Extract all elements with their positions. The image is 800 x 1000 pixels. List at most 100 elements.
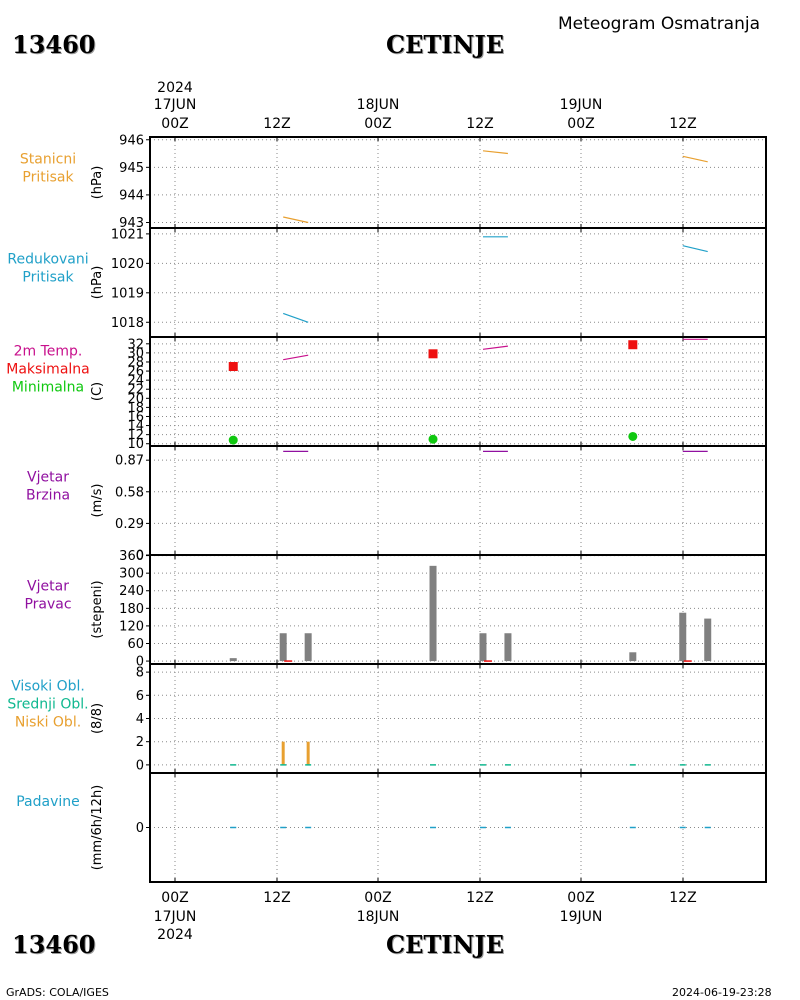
time-axis-tick-bottom: 12Z <box>466 890 493 906</box>
time-axis-tick-top: 00Z <box>364 116 391 132</box>
y-tick-label: 14 <box>127 419 144 434</box>
y-tick-label: 0 <box>136 655 144 670</box>
panel-frame <box>149 227 767 338</box>
panel-label: Maksimalna <box>6 362 90 378</box>
time-axis-tick-top: 00Z <box>161 116 188 132</box>
max-temp-point <box>428 349 438 359</box>
y-tick-label: 18 <box>127 401 144 416</box>
series-line <box>283 216 309 224</box>
y-axis-unit: (C) <box>90 382 105 401</box>
wind-direction-bar <box>279 633 287 662</box>
series-line <box>482 345 508 350</box>
time-axis-tick-top: 12Z <box>466 116 493 132</box>
time-axis-date-bottom: 17JUN <box>154 909 197 925</box>
panel-label: Padavine <box>16 794 80 810</box>
y-tick-label: 1018 <box>111 316 144 331</box>
panel-pressure-station: 943 944 945 946 (hPa) Stanicni Pritisak <box>20 133 767 231</box>
footer-timestamp: 2024-06-19-23:28 <box>672 986 772 999</box>
y-tick-label: 8 <box>136 666 144 681</box>
series-line <box>282 312 309 323</box>
time-axis-tick-bottom: 12Z <box>263 890 290 906</box>
time-axis-year-top: 2024 <box>157 80 193 96</box>
wind-direction-bar <box>629 652 637 662</box>
time-axis-date-bottom: 19JUN <box>560 909 603 925</box>
time-axis-tick-bottom: 00Z <box>364 890 391 906</box>
wind-direction-bar <box>304 633 312 662</box>
max-temp-point <box>628 340 638 350</box>
min-temp-point <box>428 434 438 444</box>
y-tick-label: 32 <box>127 337 144 352</box>
y-tick-label: 10 <box>127 437 144 452</box>
station-name-bottom: CETINJE <box>386 930 505 959</box>
panel-label: Niski Obl. <box>15 715 81 731</box>
y-axis-unit: (stepeni) <box>90 580 105 638</box>
panel-frame <box>149 445 767 556</box>
y-tick-label: 0 <box>136 758 144 773</box>
time-axis-date-top: 19JUN <box>560 97 603 113</box>
wind-direction-bar <box>704 618 712 662</box>
y-tick-label: 2 <box>136 735 144 750</box>
panel-label: Pravac <box>24 597 71 613</box>
station-id-top: 13460 <box>12 30 96 59</box>
y-tick-label: 0 <box>136 821 144 836</box>
y-tick-label: 22 <box>127 383 144 398</box>
time-axis-tick-bottom: 00Z <box>161 890 188 906</box>
panel-label: Pritisak <box>22 270 74 286</box>
panel-wind-speed: 0 0.29 0.58 0.87 (m/s) Vjetar Brzina <box>26 445 767 564</box>
y-tick-label: 60 <box>127 637 144 652</box>
panel-label: Vjetar <box>27 579 69 595</box>
time-axis-year-bottom: 2024 <box>157 927 193 943</box>
time-axis-date-top: 18JUN <box>357 97 400 113</box>
panel-clouds: 0 2 4 6 8 (8/8) Visoki Obl. Srednji Obl. Niski O… <box>7 663 767 774</box>
wind-direction-bar <box>229 658 237 662</box>
panel-frame <box>149 554 767 665</box>
panel-label: Brzina <box>26 488 70 504</box>
y-axis-unit: (m/s) <box>90 484 105 518</box>
series-line <box>283 354 309 361</box>
y-tick-label: 30 <box>127 346 144 361</box>
y-tick-label: 944 <box>119 188 144 203</box>
panel-pressure-reduced: 1018 1019 1020 1021 (hPa)Redukovani Pritisak <box>7 227 767 338</box>
y-axis-unit: (mm/6h/12h) <box>90 785 105 871</box>
panel-label: Redukovani <box>7 252 88 268</box>
time-axis-date-bottom: 18JUN <box>357 909 400 925</box>
series-line <box>682 155 708 163</box>
y-tick-label: 12 <box>127 428 144 443</box>
time-axis-date-top: 17JUN <box>154 97 197 113</box>
time-axis-tick-bottom: 00Z <box>567 890 594 906</box>
panel-label: Pritisak <box>22 170 74 186</box>
panel-frame <box>149 772 767 883</box>
time-axis-tick-bottom: 12Z <box>669 890 696 906</box>
y-tick-label: 4 <box>136 712 144 727</box>
y-axis-unit: (hPa) <box>90 266 105 300</box>
max-temp-point <box>228 362 238 372</box>
y-tick-label: 120 <box>119 619 144 634</box>
y-tick-label: 360 <box>119 549 144 564</box>
chart-heading: Meteogram Osmatranja <box>558 14 761 34</box>
y-axis-unit: (8/8) <box>90 703 105 734</box>
y-tick-label: 1021 <box>111 227 144 242</box>
wind-direction-bar <box>679 612 687 662</box>
panel-frame <box>149 136 767 229</box>
wind-direction-bar <box>429 565 437 662</box>
y-tick-label: 240 <box>119 584 144 599</box>
y-tick-label: 16 <box>127 410 144 425</box>
y-tick-label: 0 <box>136 549 144 564</box>
time-axis-tick-top: 12Z <box>263 116 290 132</box>
wind-direction-bar <box>479 633 487 662</box>
y-tick-label: 300 <box>119 567 144 582</box>
wind-direction-bar <box>504 633 512 662</box>
panel-label: Stanicni <box>20 152 76 168</box>
y-tick-label: 20 <box>127 392 144 407</box>
y-tick-label: 945 <box>119 161 144 176</box>
y-tick-label: 946 <box>119 133 144 148</box>
cloud-bar <box>281 741 285 765</box>
station-name-top: CETINJE <box>386 30 505 59</box>
y-tick-label: 28 <box>127 355 144 370</box>
panel-precipitation: 0 (mm/6h/12h) Padavine <box>16 772 767 883</box>
y-tick-label: 0.58 <box>115 485 144 500</box>
y-tick-label: 180 <box>119 602 144 617</box>
panel-label: Visoki Obl. <box>11 679 85 695</box>
